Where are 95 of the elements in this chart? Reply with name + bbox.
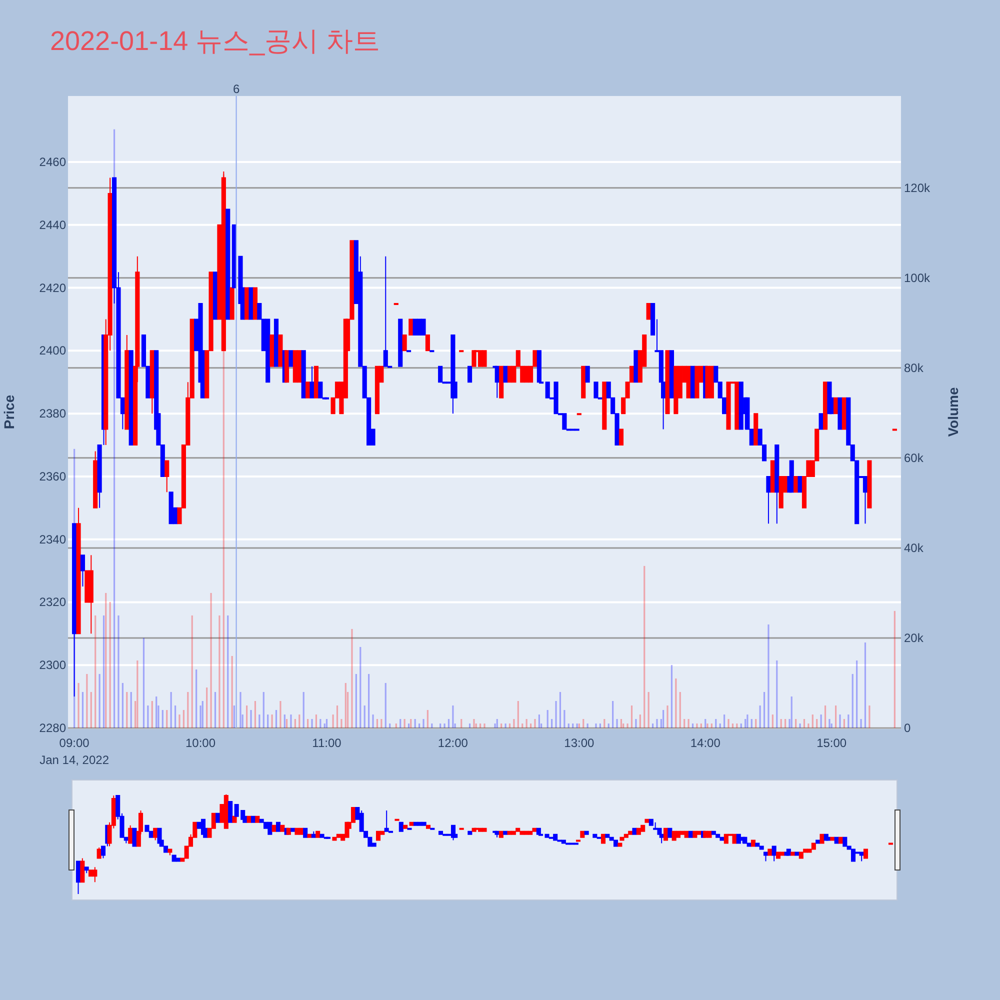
candlestick	[674, 366, 678, 414]
candlestick	[124, 334, 130, 430]
x-tick-label: 12:00	[438, 736, 468, 750]
candlestick	[297, 350, 302, 383]
y-tick-label: 2440	[39, 218, 66, 232]
candlestick	[150, 350, 154, 414]
candlestick	[669, 350, 674, 398]
candlestick	[665, 350, 670, 414]
candlestick	[421, 318, 426, 336]
y-tick-label: 2380	[39, 406, 66, 421]
y-tick-label: 2400	[39, 344, 66, 358]
candlestick	[705, 366, 710, 398]
y2-tick-label: 20k	[904, 630, 924, 645]
candlestick	[536, 350, 542, 383]
candlestick	[221, 170, 226, 352]
candlestick	[266, 318, 270, 383]
candlestick	[482, 350, 487, 367]
x-tick-label: 14:00	[690, 736, 721, 750]
candlestick	[438, 366, 443, 383]
candlestick	[230, 287, 234, 320]
x-tick-label: 11:00	[312, 736, 342, 750]
x-tick-label: 09:00 Jan 14, 2022	[40, 736, 110, 767]
x-tick-label: 10:00	[186, 736, 216, 750]
candlestick	[618, 428, 624, 446]
candlestick	[554, 382, 558, 414]
candlestick	[754, 413, 758, 446]
y-axis-title: Price	[1, 394, 17, 430]
candlestick	[694, 366, 700, 398]
candlestick	[314, 366, 319, 398]
y-tick-label: 2420	[39, 280, 66, 295]
candlestick	[284, 350, 290, 383]
candlestick	[545, 382, 550, 398]
candlestick	[288, 350, 294, 367]
x-tick-label: 13:00	[564, 736, 594, 750]
y-tick-label: 2460	[39, 155, 66, 170]
candlestick	[80, 554, 86, 588]
y2-tick-label: 80k	[904, 360, 924, 375]
candlestick	[93, 450, 98, 508]
x-tick-label: 15:00	[816, 736, 847, 750]
candlestick	[734, 382, 740, 430]
y-tick-label: 2320	[39, 595, 66, 610]
candlestick	[248, 287, 254, 320]
candlestick	[774, 444, 780, 524]
ref-line-label: 6	[232, 82, 240, 96]
candlestick	[128, 350, 134, 446]
candlestick	[252, 287, 258, 320]
chart-title: 2022-01-14 뉴스_공시 차트	[50, 26, 380, 56]
candlestick	[867, 460, 872, 508]
candlestick	[778, 476, 784, 508]
candlestick	[585, 366, 590, 383]
candlestick	[499, 366, 504, 398]
candlestick	[278, 334, 283, 367]
candlestick	[417, 318, 422, 336]
candlestick	[226, 208, 230, 320]
candlestick	[274, 318, 279, 367]
candlestick	[726, 382, 731, 430]
y2-tick-label: 100k	[904, 270, 932, 285]
y2-axis-title: Volume	[945, 387, 961, 437]
candlestick	[838, 397, 842, 430]
candlestick	[494, 366, 500, 398]
candlestick	[168, 492, 174, 524]
y-tick-label: 2280	[39, 721, 66, 735]
y2-tick-label: 40k	[904, 540, 924, 555]
candlestick	[634, 350, 638, 383]
candlestick	[164, 460, 170, 493]
candlestick	[581, 366, 586, 398]
candlestick	[503, 366, 508, 383]
candlestick	[412, 318, 418, 336]
candlestick	[306, 382, 310, 398]
y-tick-label: 2300	[39, 658, 66, 672]
candlestick	[789, 460, 794, 493]
candlestick	[467, 366, 472, 383]
candlestick	[709, 366, 714, 398]
candlestick	[383, 256, 388, 367]
candlestick	[562, 413, 567, 430]
y-tick-label: 2340	[39, 532, 66, 546]
y-tick-label: 2360	[39, 469, 66, 484]
candlestick	[76, 507, 81, 634]
candlestick	[425, 334, 430, 352]
candlestick	[301, 350, 306, 398]
candlestick	[862, 476, 868, 524]
candlestick	[602, 382, 607, 430]
y2-tick-label: 60k	[904, 450, 924, 465]
candlestick	[766, 476, 771, 524]
candlestick	[594, 382, 598, 398]
candlestick	[822, 382, 828, 430]
candlestick	[398, 318, 403, 367]
candlestick	[310, 366, 314, 398]
candlestick	[88, 554, 94, 634]
candlestick	[374, 366, 380, 414]
candlestick	[318, 382, 323, 398]
y2-tick-label: 120k	[904, 180, 932, 195]
candlestick	[818, 413, 824, 430]
y2-tick-label: 0	[904, 721, 911, 735]
candlestick	[798, 476, 802, 493]
